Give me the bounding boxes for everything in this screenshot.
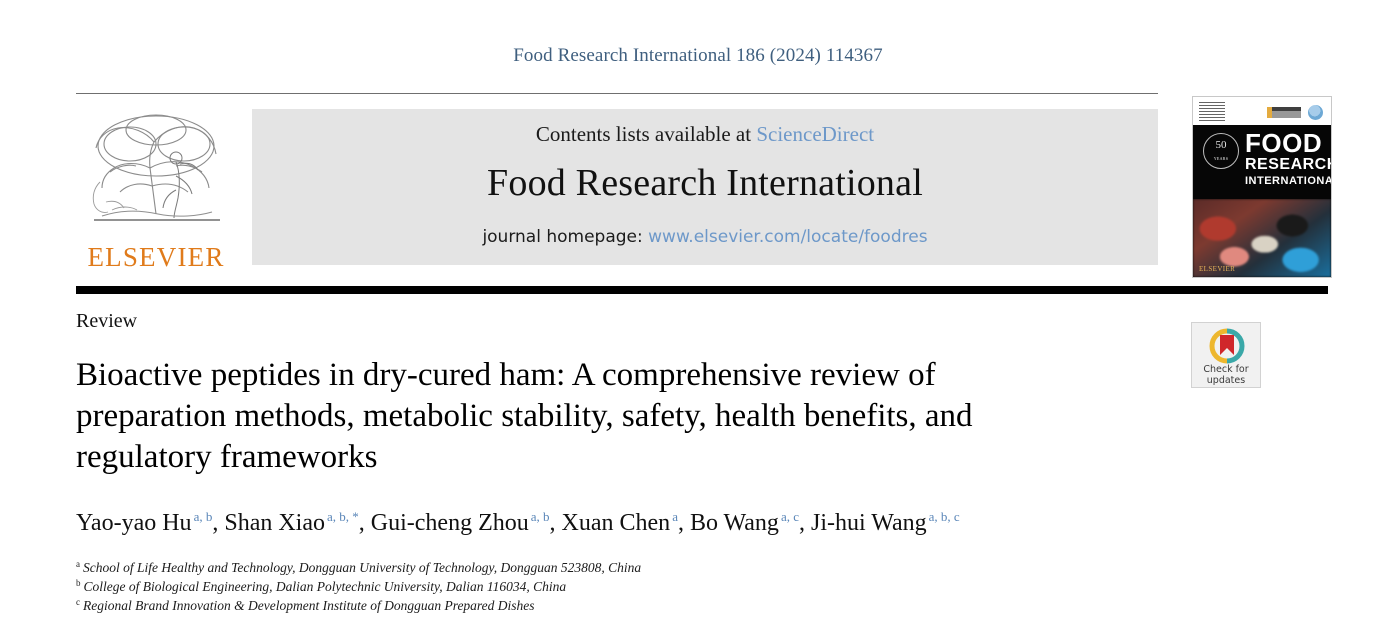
author-name: Xuan Chen bbox=[561, 510, 671, 536]
journal-title: Food Research International bbox=[487, 162, 923, 204]
author-separator: , bbox=[677, 510, 690, 536]
author-separator: , bbox=[798, 510, 811, 536]
author-affiliation-marks: a bbox=[672, 509, 678, 524]
crossmark-label: Check for updates bbox=[1192, 364, 1260, 386]
author-name: Ji-hui Wang bbox=[810, 510, 927, 536]
contents-prefix: Contents lists available at bbox=[535, 122, 752, 146]
author-name: Shan Xiao bbox=[224, 510, 325, 536]
homepage-prefix: journal homepage: bbox=[482, 227, 643, 247]
author-name: Bo Wang bbox=[689, 510, 779, 536]
cover-artwork bbox=[1193, 199, 1331, 277]
seal-caption: YEARS bbox=[1213, 156, 1229, 161]
cover-title-line-1: FOOD bbox=[1245, 128, 1323, 158]
journal-masthead: ELSEVIER Contents lists available at Sci… bbox=[76, 96, 1332, 278]
affiliation-mark: b bbox=[76, 577, 81, 588]
elsevier-logo[interactable]: ELSEVIER bbox=[76, 106, 236, 276]
corresponding-author-marker: * bbox=[349, 509, 359, 524]
seal-number: 50 bbox=[1215, 139, 1227, 151]
cover-title-line-3: INTERNATIONAL bbox=[1245, 175, 1332, 187]
author-separator: , bbox=[358, 510, 371, 536]
crossmark-icon bbox=[1209, 328, 1245, 364]
author-name: Gui-cheng Zhou bbox=[370, 510, 529, 536]
affiliation-item: a School of Life Healthy and Technology, … bbox=[76, 558, 1176, 577]
crossmark-label-line-1: Check for bbox=[1203, 364, 1249, 375]
article-header: Review Bioactive peptides in dry-cured h… bbox=[76, 310, 1176, 615]
author-affiliation-marks: a, b, * bbox=[327, 509, 359, 524]
sciencedirect-link[interactable]: ScienceDirect bbox=[756, 122, 875, 146]
affiliation-text: College of Biological Engineering, Dalia… bbox=[83, 579, 567, 594]
affiliation-item: b College of Biological Engineering, Dali… bbox=[76, 577, 1176, 596]
masthead-top-rule bbox=[76, 93, 1158, 94]
author-affiliation-marks: a, c bbox=[780, 509, 799, 524]
author-separator: , bbox=[212, 510, 225, 536]
society-emblem-icon bbox=[1308, 105, 1323, 120]
elsevier-wordmark: ELSEVIER bbox=[87, 242, 225, 272]
masthead-bottom-rule bbox=[76, 286, 1328, 294]
author-list: Yao-yao Hu a, b, Shan Xiao a, b, *, Gui-ch… bbox=[76, 508, 1176, 538]
affiliation-text: School of Life Healthy and Technology, D… bbox=[83, 560, 642, 575]
journal-homepage-link[interactable]: www.elsevier.com/locate/foodres bbox=[648, 227, 928, 247]
article-type-label: Review bbox=[76, 310, 138, 332]
affiliation-text: Regional Brand Innovation & Development … bbox=[83, 598, 535, 613]
contents-available-line: Contents lists available at ScienceDirec… bbox=[252, 122, 1158, 147]
cover-society-logos bbox=[1267, 105, 1323, 120]
affiliation-mark: a bbox=[76, 558, 80, 569]
journal-cover-thumbnail[interactable]: 50 YEARS FOOD RESEARCH INTERNATIONAL ELS… bbox=[1192, 96, 1332, 278]
journal-band: Contents lists available at ScienceDirec… bbox=[252, 109, 1158, 265]
author-name: Yao-yao Hu bbox=[76, 510, 192, 536]
crossmark-label-line-2: updates bbox=[1206, 375, 1246, 386]
author-affiliation-marks: a, b bbox=[193, 509, 213, 524]
author-affiliation-marks: a, b bbox=[530, 509, 550, 524]
affiliation-mark: c bbox=[76, 596, 80, 607]
elsevier-tree-icon bbox=[92, 114, 220, 221]
cover-publisher-mark: ELSEVIER bbox=[1199, 265, 1236, 273]
author-affiliation-marks: a, b, c bbox=[928, 509, 960, 524]
author-separator: , bbox=[549, 510, 562, 536]
cover-elsevier-mark-icon bbox=[1199, 102, 1225, 121]
article-title: Bioactive peptides in dry-cured ham: A c… bbox=[76, 357, 973, 475]
anniversary-seal-icon: 50 YEARS bbox=[1203, 133, 1239, 169]
cover-title-line-2: RESEARCH bbox=[1245, 156, 1332, 173]
running-head: Food Research International 186 (2024) 1… bbox=[513, 45, 883, 66]
cover-header-strip bbox=[1193, 97, 1331, 125]
affiliation-list: a School of Life Healthy and Technology, … bbox=[76, 558, 1176, 615]
affiliation-item: c Regional Brand Innovation & Development… bbox=[76, 596, 1176, 615]
journal-homepage-line: journal homepage: www.elsevier.com/locat… bbox=[252, 227, 1158, 247]
crossmark-badge[interactable]: Check for updates bbox=[1191, 322, 1261, 388]
ofst-logo-icon bbox=[1267, 107, 1301, 118]
